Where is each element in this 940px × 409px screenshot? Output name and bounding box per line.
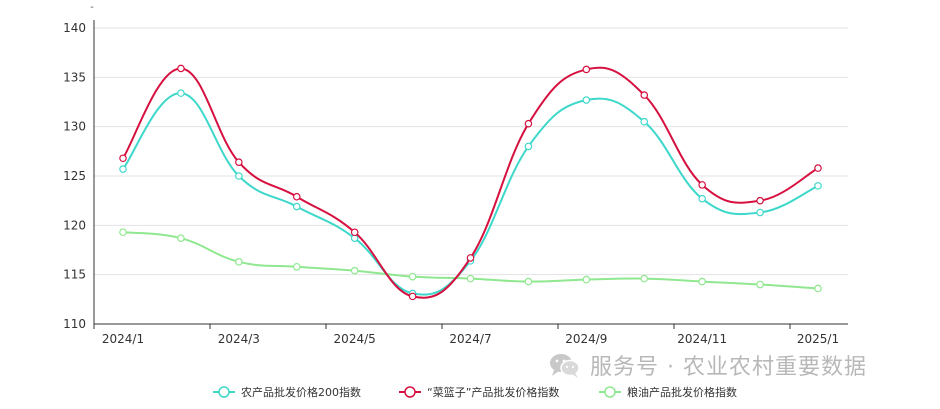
data-point — [235, 258, 243, 266]
y-axis-unit-label: - — [90, 2, 94, 13]
y-tick-label: 140 — [63, 21, 86, 35]
data-point — [814, 284, 822, 293]
data-point — [235, 158, 243, 166]
data-point — [582, 275, 591, 284]
data-point — [292, 192, 301, 201]
legend-label-2: 粮油产品批发价格指数 — [627, 385, 737, 399]
data-point — [756, 280, 764, 289]
watermark: 服务号 · 农业农村重要数据 — [548, 348, 867, 382]
x-tick-label: 2024/1 — [102, 332, 144, 346]
legend-label-1: “菜篮子”产品批发价格指数 — [427, 385, 559, 399]
data-point — [640, 274, 649, 283]
data-point — [698, 277, 706, 286]
data-point — [350, 266, 359, 275]
data-point — [814, 182, 822, 190]
data-point — [292, 202, 301, 211]
wechat-logo-icon — [550, 354, 580, 378]
data-point — [119, 165, 127, 173]
legend-marker-0 — [218, 386, 230, 398]
x-tick-label: 2024/5 — [334, 332, 376, 346]
data-point — [756, 208, 764, 217]
data-point — [582, 96, 591, 104]
y-tick-label: 110 — [63, 317, 86, 331]
data-point — [524, 277, 533, 286]
x-tick-label: 2025/1 — [797, 332, 839, 346]
data-point — [466, 274, 475, 283]
data-point — [756, 196, 764, 205]
y-tick-label: 115 — [63, 268, 86, 282]
data-point — [119, 228, 127, 237]
y-tick-label: 125 — [63, 169, 86, 183]
data-point — [524, 142, 533, 151]
data-point — [466, 254, 475, 262]
data-point — [408, 272, 417, 281]
legend-marker-1 — [404, 386, 416, 398]
data-point — [292, 262, 301, 271]
data-point — [640, 117, 649, 126]
legend-label-0: 农产品批发价格200指数 — [241, 385, 361, 399]
watermark-text: 服务号 · 农业农村重要数据 — [590, 355, 867, 380]
data-point — [177, 89, 185, 97]
data-point — [814, 164, 822, 172]
data-point — [698, 194, 706, 203]
data-point — [177, 64, 185, 73]
x-tick-label: 2024/9 — [565, 332, 607, 346]
data-point — [408, 292, 417, 301]
data-point — [235, 172, 243, 180]
data-point — [524, 119, 533, 128]
data-point — [640, 91, 649, 99]
data-point — [177, 234, 185, 242]
data-point — [698, 181, 706, 189]
data-point — [119, 154, 127, 163]
data-point — [582, 65, 591, 74]
x-tick-label: 2024/3 — [218, 332, 260, 346]
legend-marker-2 — [604, 386, 616, 398]
x-tick-label: 2024/11 — [677, 332, 727, 346]
x-tick-label: 2024/7 — [449, 332, 491, 346]
data-point — [350, 228, 359, 237]
y-tick-label: 135 — [63, 70, 86, 84]
y-tick-label: 120 — [63, 218, 86, 232]
y-tick-label: 130 — [63, 120, 86, 134]
